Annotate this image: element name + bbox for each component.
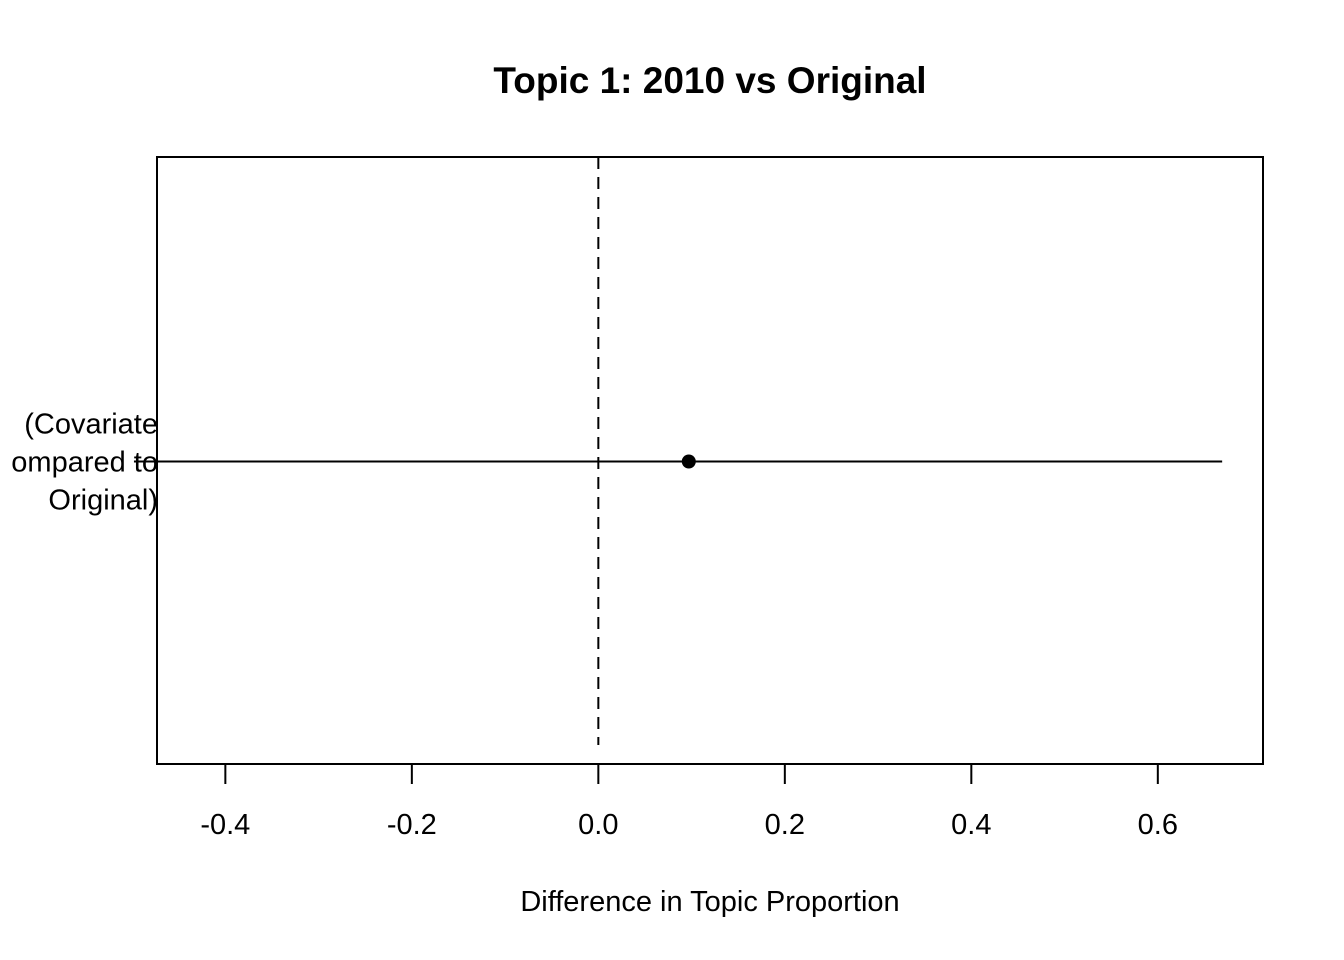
point-estimate xyxy=(681,454,696,469)
category-label-line: (Covariate xyxy=(24,409,158,441)
x-tick-label: -0.4 xyxy=(200,809,250,841)
x-tick-label: 0.4 xyxy=(951,809,991,841)
x-tick-label: 0.2 xyxy=(765,809,805,841)
x-axis-title: Difference in Topic Proportion xyxy=(520,886,899,918)
category-labels: (Covariate ompared to Original) xyxy=(11,409,158,517)
category-label-line: ompared to xyxy=(11,447,158,479)
category-label-line: Original) xyxy=(48,485,158,517)
estimate-marks xyxy=(133,454,1223,469)
x-tick-label: 0.0 xyxy=(578,809,618,841)
chart-title: Topic 1: 2010 vs Original xyxy=(493,60,926,101)
x-tick-label: 0.6 xyxy=(1138,809,1178,841)
x-tick-label: -0.2 xyxy=(387,809,437,841)
x-axis: -0.4 -0.2 0.0 0.2 0.4 0.6 xyxy=(200,764,1178,841)
